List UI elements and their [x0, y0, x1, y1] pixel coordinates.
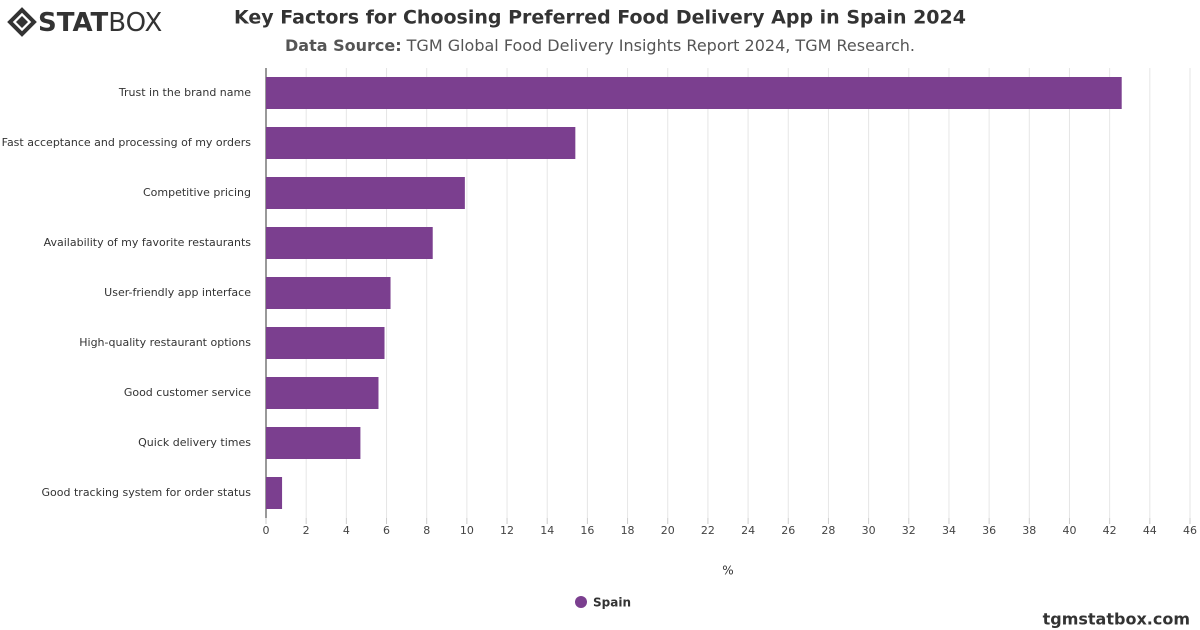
- x-tick-label: 42: [1103, 524, 1117, 537]
- x-tick-label: 26: [781, 524, 795, 537]
- bar: [266, 227, 433, 259]
- bar: [266, 77, 1122, 109]
- bar: [266, 327, 385, 359]
- x-tick-label: 10: [460, 524, 474, 537]
- y-tick-label: User-friendly app interface: [104, 286, 251, 299]
- bar: [266, 277, 391, 309]
- x-tick-label: 44: [1143, 524, 1157, 537]
- x-tick-label: 38: [1022, 524, 1036, 537]
- bar: [266, 427, 361, 459]
- chart-title: Key Factors for Choosing Preferred Food …: [234, 7, 966, 29]
- x-tick-label: 24: [741, 524, 755, 537]
- bar: [266, 377, 379, 409]
- x-tick-label: 14: [540, 524, 554, 537]
- bar: [266, 177, 465, 209]
- x-tick-label: 16: [580, 524, 594, 537]
- x-tick-label: 22: [701, 524, 715, 537]
- x-tick-label: 30: [862, 524, 876, 537]
- y-tick-label: Fast acceptance and processing of my ord…: [2, 136, 252, 149]
- logo-icon: [7, 7, 37, 37]
- x-tick-label: 32: [902, 524, 916, 537]
- x-tick-label: 36: [982, 524, 996, 537]
- x-tick-label: 8: [423, 524, 430, 537]
- logo-bold: STAT: [38, 8, 109, 38]
- y-tick-label: Competitive pricing: [143, 186, 251, 199]
- x-tick-label: 34: [942, 524, 956, 537]
- y-tick-label: Availability of my favorite restaurants: [44, 236, 252, 249]
- x-axis-label: %: [722, 564, 733, 578]
- logo-light: BOX: [108, 8, 162, 38]
- x-tick-label: 2: [303, 524, 310, 537]
- logo-text: STATBOX: [38, 8, 162, 38]
- x-tick-label: 4: [343, 524, 350, 537]
- y-tick-label: Trust in the brand name: [118, 86, 251, 99]
- x-tick-label: 20: [661, 524, 675, 537]
- x-tick-label: 40: [1062, 524, 1076, 537]
- legend-marker: [575, 596, 587, 608]
- x-tick-label: 18: [621, 524, 635, 537]
- logo-icon-inner: [16, 16, 28, 28]
- bar: [266, 477, 283, 509]
- x-tick-label: 28: [821, 524, 835, 537]
- legend-label: Spain: [593, 596, 631, 610]
- x-tick-label: 6: [383, 524, 390, 537]
- y-tick-label: High-quality restaurant options: [79, 336, 251, 349]
- subtitle-text: TGM Global Food Delivery Insights Report…: [406, 36, 915, 55]
- y-tick-label: Good tracking system for order status: [42, 486, 252, 499]
- chart-subtitle: Data Source: TGM Global Food Delivery Ins…: [285, 36, 915, 55]
- x-tick-label: 46: [1183, 524, 1197, 537]
- y-tick-label: Quick delivery times: [138, 436, 251, 449]
- bar: [266, 127, 576, 159]
- y-tick-label: Good customer service: [124, 386, 251, 399]
- subtitle-label: Data Source:: [285, 36, 402, 55]
- footer: tgmstatbox.com: [1043, 610, 1190, 629]
- x-tick-label: 0: [263, 524, 270, 537]
- x-tick-label: 12: [500, 524, 514, 537]
- logo: STATBOX: [7, 7, 162, 38]
